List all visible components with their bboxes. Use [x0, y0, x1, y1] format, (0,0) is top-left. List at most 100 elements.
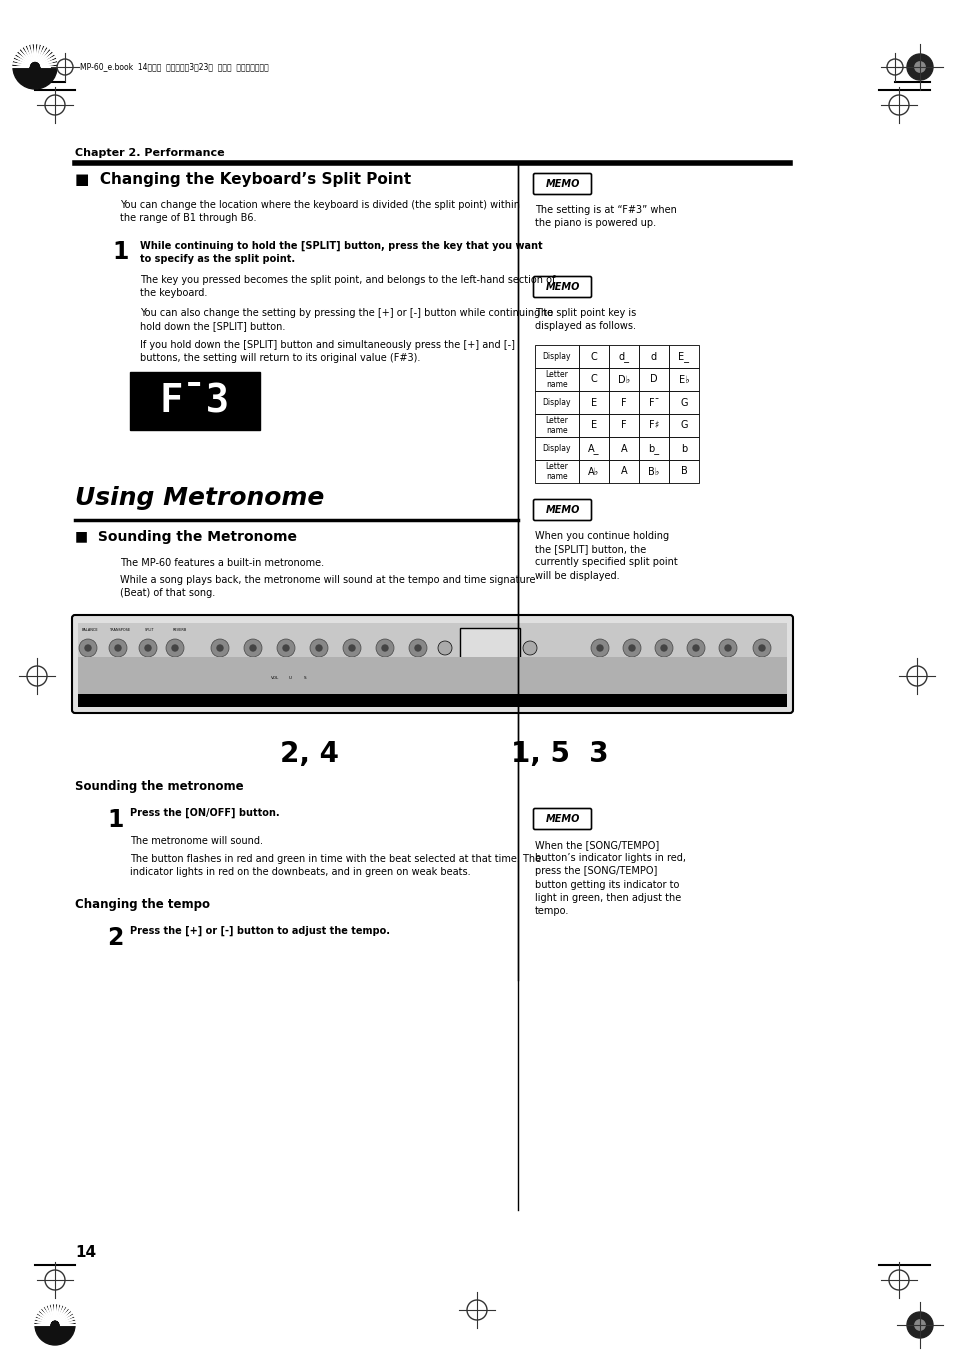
Text: MEMO: MEMO	[545, 815, 579, 824]
Circle shape	[914, 1320, 924, 1331]
Circle shape	[166, 639, 184, 657]
FancyBboxPatch shape	[533, 808, 591, 830]
Circle shape	[115, 644, 121, 651]
Bar	[608, 459, 639, 484]
Text: F: F	[620, 397, 626, 408]
Text: BALANCE: BALANCE	[82, 628, 98, 632]
Text: The button flashes in red and green in time with the beat selected at that time.: The button flashes in red and green in t…	[130, 854, 540, 877]
Circle shape	[315, 644, 322, 651]
Bar	[639, 413, 668, 436]
Text: Display: Display	[542, 444, 571, 453]
Bar	[535, 367, 578, 390]
Text: The split point key is
displayed as follows.: The split point key is displayed as foll…	[535, 308, 636, 331]
Text: E_: E_	[678, 351, 689, 362]
Circle shape	[522, 640, 537, 655]
Text: TRANSPOSE: TRANSPOSE	[110, 628, 131, 632]
Bar	[608, 436, 639, 459]
Bar	[668, 436, 699, 459]
Bar	[668, 413, 699, 436]
Bar	[535, 459, 578, 484]
FancyBboxPatch shape	[533, 500, 591, 520]
Circle shape	[437, 640, 452, 655]
Circle shape	[375, 639, 394, 657]
Text: B: B	[679, 466, 687, 477]
Text: If you hold down the [SPLIT] button and simultaneously press the [+] and [-]
but: If you hold down the [SPLIT] button and …	[140, 340, 515, 363]
Bar	[639, 390, 668, 413]
Text: F¯: F¯	[648, 397, 659, 408]
Bar	[608, 367, 639, 390]
Circle shape	[310, 639, 328, 657]
Bar	[668, 459, 699, 484]
Circle shape	[692, 644, 699, 651]
Text: 2: 2	[107, 925, 123, 950]
Circle shape	[35, 1305, 75, 1346]
Text: Press the [+] or [-] button to adjust the tempo.: Press the [+] or [-] button to adjust th…	[130, 925, 390, 936]
Text: REVERB: REVERB	[172, 628, 187, 632]
Circle shape	[381, 644, 388, 651]
Text: E: E	[590, 420, 597, 431]
Bar	[578, 345, 608, 367]
Bar	[459, 628, 519, 673]
Text: 1, 5  3: 1, 5 3	[511, 740, 608, 767]
Circle shape	[590, 639, 608, 657]
Text: A♭: A♭	[588, 466, 599, 477]
Bar	[639, 345, 668, 367]
Bar	[578, 367, 608, 390]
Circle shape	[622, 639, 640, 657]
Text: Changing the tempo: Changing the tempo	[75, 898, 210, 911]
Bar	[578, 413, 608, 436]
Bar	[578, 436, 608, 459]
Circle shape	[628, 644, 635, 651]
Text: The key you pressed becomes the split point, and belongs to the left-hand sectio: The key you pressed becomes the split po…	[140, 276, 555, 299]
Text: MEMO: MEMO	[545, 282, 579, 292]
Circle shape	[216, 644, 223, 651]
Text: Letter
name: Letter name	[545, 370, 568, 389]
Text: U: U	[288, 676, 292, 680]
Text: While continuing to hold the [SPLIT] button, press the key that you want
to spec: While continuing to hold the [SPLIT] but…	[140, 240, 542, 265]
Text: d_: d_	[618, 351, 629, 362]
Text: You can also change the setting by pressing the [+] or [-] button while continui: You can also change the setting by press…	[140, 308, 553, 331]
Bar	[578, 459, 608, 484]
Circle shape	[660, 644, 666, 651]
Text: 1: 1	[107, 808, 123, 832]
Circle shape	[415, 644, 420, 651]
Circle shape	[655, 639, 672, 657]
Circle shape	[244, 639, 262, 657]
Bar	[608, 413, 639, 436]
Bar	[578, 390, 608, 413]
Bar	[78, 623, 786, 667]
Text: E♭: E♭	[678, 374, 689, 385]
Circle shape	[906, 54, 932, 80]
Circle shape	[283, 644, 289, 651]
Text: A: A	[620, 466, 627, 477]
Circle shape	[343, 639, 360, 657]
Text: You can change the location where the keyboard is divided (the split point) with: You can change the location where the ke…	[120, 200, 519, 223]
Text: A: A	[620, 443, 627, 454]
Text: b_: b_	[648, 443, 659, 454]
Text: While a song plays back, the metronome will sound at the tempo and time signatur: While a song plays back, the metronome w…	[120, 576, 535, 598]
Circle shape	[409, 639, 427, 657]
Text: D♭: D♭	[618, 374, 630, 385]
Text: D: D	[650, 374, 658, 385]
Text: MEMO: MEMO	[545, 178, 579, 189]
Circle shape	[145, 644, 151, 651]
FancyBboxPatch shape	[533, 277, 591, 297]
Circle shape	[349, 644, 355, 651]
Circle shape	[914, 62, 924, 72]
Text: When the [SONG/TEMPO]
button’s indicator lights in red,
press the [SONG/TEMPO]
b: When the [SONG/TEMPO] button’s indicator…	[535, 840, 685, 916]
Circle shape	[906, 1312, 932, 1337]
Text: d: d	[650, 351, 657, 362]
Circle shape	[172, 644, 178, 651]
Text: MP-60_e.book  14ページ  ２００５年3月23日  水曜日  午後５晎５２分: MP-60_e.book 14ページ ２００５年3月23日 水曜日 午後５晎５２…	[80, 62, 269, 72]
Text: F¯3: F¯3	[160, 381, 230, 419]
Bar	[535, 345, 578, 367]
Circle shape	[85, 644, 91, 651]
Text: VOL: VOL	[271, 676, 279, 680]
Circle shape	[724, 644, 730, 651]
Bar	[608, 390, 639, 413]
Text: G: G	[679, 420, 687, 431]
Bar	[535, 413, 578, 436]
Bar	[608, 345, 639, 367]
Text: Letter
name: Letter name	[545, 462, 568, 481]
Circle shape	[719, 639, 737, 657]
